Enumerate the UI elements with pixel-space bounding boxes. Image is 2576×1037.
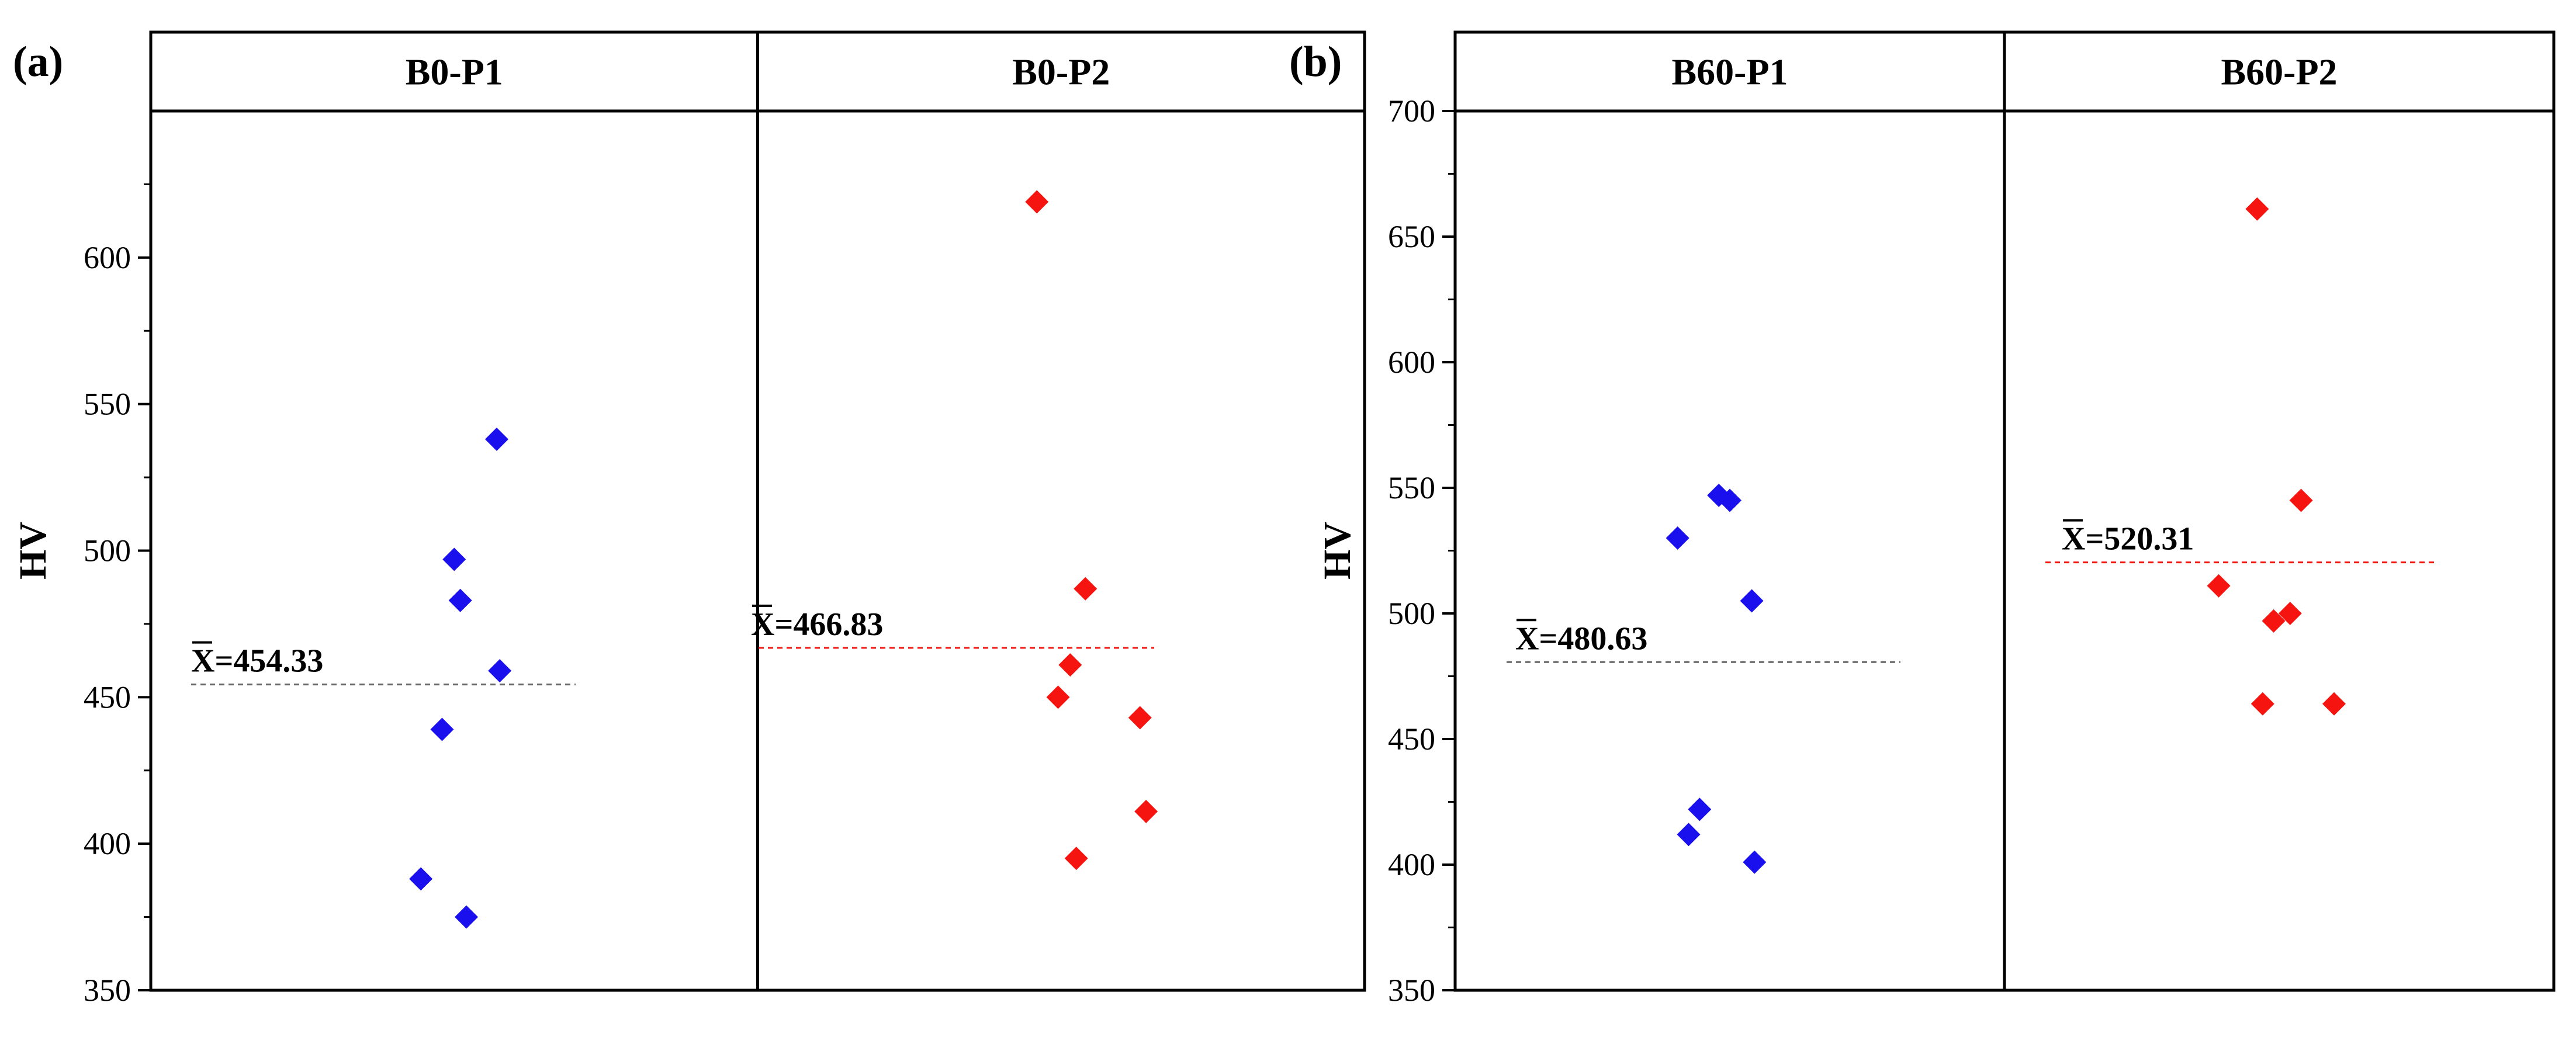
data-point-B0-P1: [442, 547, 466, 571]
y-tick-label: 500: [1388, 596, 1435, 631]
mean-label: X=520.31: [2062, 521, 2194, 557]
y-tick-label: 500: [84, 533, 131, 568]
mean-label: X=466.83: [751, 606, 883, 643]
data-point-B0-P2: [1025, 190, 1049, 214]
chart-panel-2: (b) HV 350 400 450 500 550 600 650 700 B60-P1 X=480…: [1289, 30, 2556, 1008]
data-point-B0-P1: [488, 659, 512, 683]
y-tick-label: 650: [1388, 219, 1435, 254]
y-tick-label: 400: [84, 826, 131, 861]
data-point-B0-P1: [484, 427, 508, 451]
data-point-B60-P2: [2322, 692, 2346, 716]
data-point-B60-P1: [1718, 488, 1741, 512]
y-tick-label: 350: [1388, 973, 1435, 1008]
data-point-B60-P1: [1677, 823, 1701, 847]
data-point-B60-P1: [1666, 526, 1689, 550]
panel-letter: (b): [1289, 38, 1342, 86]
y-tick-label: 600: [84, 240, 131, 275]
data-point-B0-P1: [430, 717, 454, 741]
data-point-B60-P1: [1740, 589, 1764, 613]
chart-panel-1: (a) HV 350 400 450 500 550 600 B0-P1 X=454.33 B0-P…: [12, 30, 1366, 1008]
data-point-B60-P1: [1743, 850, 1767, 874]
data-point-B0-P2: [1058, 653, 1082, 677]
data-point-B0-P1: [455, 905, 479, 929]
data-point-B60-P2: [2245, 197, 2269, 221]
y-tick-label: 550: [1388, 470, 1435, 505]
panel-letter: (a): [13, 38, 63, 86]
data-point-B0-P2: [1064, 847, 1088, 870]
group-header-B0-P2: B0-P2: [1012, 51, 1110, 93]
data-point-B60-P2: [2207, 574, 2231, 598]
data-point-B0-P2: [1074, 577, 1097, 601]
group-header-B60-P2: B60-P2: [2221, 51, 2337, 93]
y-tick-label: 350: [84, 973, 131, 1008]
y-tick-label: 600: [1388, 345, 1435, 380]
data-point-B0-P2: [1046, 685, 1070, 709]
group-header-B60-P1: B60-P1: [1671, 51, 1788, 93]
y-tick-label: 400: [1388, 847, 1435, 882]
data-point-B60-P2: [2289, 488, 2313, 512]
data-point-B0-P2: [1128, 706, 1152, 730]
data-point-B0-P1: [448, 588, 472, 612]
y-tick-label: 700: [1388, 93, 1435, 129]
data-point-B60-P2: [2262, 609, 2286, 633]
data-point-B60-P2: [2278, 602, 2302, 625]
y-axis-label: HV: [1316, 522, 1359, 580]
mean-label: X=480.63: [1515, 620, 1647, 657]
data-point-B0-P1: [409, 867, 433, 891]
data-point-B60-P2: [2250, 692, 2274, 716]
y-axis-label: HV: [12, 522, 54, 580]
y-tick-label: 450: [1388, 722, 1435, 757]
y-tick-label: 550: [84, 387, 131, 422]
mean-label: X=454.33: [191, 643, 323, 679]
y-tick-label: 450: [84, 679, 131, 715]
group-header-B0-P1: B0-P1: [406, 51, 503, 93]
data-point-B60-P1: [1688, 797, 1712, 821]
data-point-B0-P2: [1134, 799, 1158, 823]
